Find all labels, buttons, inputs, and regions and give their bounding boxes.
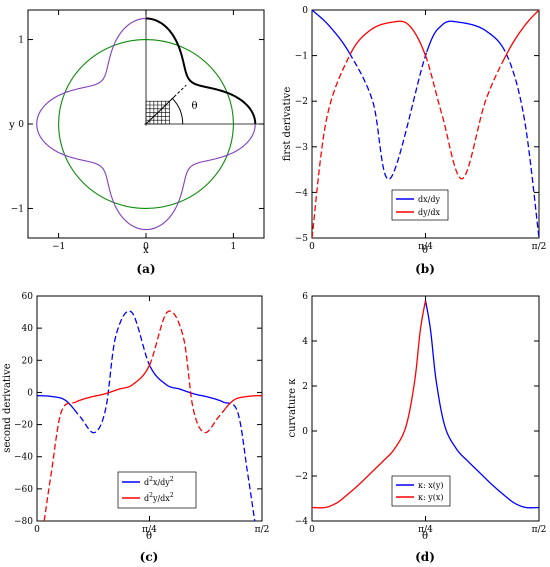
tick-group-b: 0 π/4 π/2 0 −1 −2 −3 −4 −5 xyxy=(295,6,547,252)
y-tick-label: −60 xyxy=(14,485,33,495)
x-tick-label: 0 xyxy=(309,242,315,252)
series-line-2-solid xyxy=(312,300,427,509)
series-line-1-solid xyxy=(312,10,351,54)
series-b xyxy=(312,10,539,238)
series-line-2-solid xyxy=(224,394,262,410)
xlabel-c: θ xyxy=(146,531,152,542)
series-d xyxy=(312,300,539,509)
series-line-2-solid xyxy=(501,10,539,64)
x-tick-label: 0 xyxy=(34,525,40,535)
angle-ray xyxy=(145,96,175,125)
y-tick-label: −4 xyxy=(295,517,309,527)
panel-label-b: (b) xyxy=(415,262,435,276)
ylabel-a: y xyxy=(8,120,15,131)
tick-group-c: 0 π/4 π/2 60 40 20 0 −20 −40 −60 −80 xyxy=(14,292,269,535)
x-tick-label: 1 xyxy=(231,242,237,252)
panel-d: 0 π/4 π/2 6 4 2 0 −2 −4 θ curvature κ (d) κ: x(y… xyxy=(287,292,546,564)
grid-box xyxy=(145,100,170,125)
tick-group-a: −1 0 1 −1 0 1 xyxy=(11,10,264,252)
series-c xyxy=(37,310,262,521)
series-line-2-dashed xyxy=(424,55,503,180)
x-tick-label: π/2 xyxy=(532,525,547,535)
x-tick-label: π/2 xyxy=(255,525,270,535)
series-line-2-dashed xyxy=(43,401,76,521)
panel-b: 0 π/4 π/2 0 −1 −2 −3 −4 −5 θ first derivative (b… xyxy=(282,6,546,276)
legend-c-entry-2: d2y/dx2 xyxy=(144,492,174,503)
y-tick-label: 20 xyxy=(22,356,34,366)
y-tick-label: −80 xyxy=(14,517,33,527)
series-line-1-dashed xyxy=(224,401,256,521)
unit-circle xyxy=(58,39,234,209)
x-tick-label: π/4 xyxy=(142,525,157,535)
series-line-2-solid xyxy=(74,364,151,403)
y-tick-label: 0 xyxy=(27,388,33,398)
ylabel-c: second derivative xyxy=(2,363,13,452)
y-tick-label: 4 xyxy=(302,337,308,347)
x-tick-label: 0 xyxy=(309,525,315,535)
xlabel-b: θ xyxy=(422,245,428,256)
y-tick-label: −2 xyxy=(295,472,308,482)
xlabel-d: θ xyxy=(422,531,428,542)
x-tick-label: π/4 xyxy=(418,525,433,535)
legend-c-entry-1: d2x/dy2 xyxy=(144,476,174,487)
panel-label-a: (a) xyxy=(136,262,155,276)
y-tick-label: 0 xyxy=(18,120,24,130)
series-line-1-solid xyxy=(37,394,75,410)
y-tick-label: 40 xyxy=(22,324,34,334)
shapes-a: θ xyxy=(36,10,264,231)
series-line-2-dashed xyxy=(312,53,352,238)
panel-a: −1 0 1 −1 0 1 θ x y (a) xyxy=(8,9,265,276)
y-tick-label: −5 xyxy=(295,234,309,244)
legend-b-entry-1: dx/dy xyxy=(418,195,440,204)
x-tick-label: 0 xyxy=(143,242,149,252)
series-line-1-dashed xyxy=(73,310,151,434)
panel-c: 0 π/4 π/2 60 40 20 0 −20 −40 −60 −80 θ second deri… xyxy=(2,292,269,564)
y-tick-label: −4 xyxy=(295,188,309,198)
angle-arc xyxy=(171,97,184,125)
xlabel-a: x xyxy=(143,245,149,256)
legend-b-entry-2: dy/dx xyxy=(418,208,440,217)
y-tick-label: 2 xyxy=(302,382,308,392)
y-tick-label: −1 xyxy=(11,204,24,214)
series-line-1-dashed xyxy=(501,45,539,238)
legend-d-entry-2: κ: y(x) xyxy=(418,493,444,502)
x-tick-label: π/2 xyxy=(532,242,547,252)
legend-d: κ: x(y) κ: y(x) xyxy=(391,475,451,507)
legend-d-entry-1: κ: x(y) xyxy=(418,481,444,490)
y-tick-label: 60 xyxy=(22,292,34,302)
y-tick-label: 0 xyxy=(302,6,308,16)
y-tick-label: −1 xyxy=(295,52,308,62)
series-line-2-solid xyxy=(350,20,427,56)
series-line-1-solid xyxy=(424,300,539,509)
y-tick-label: −3 xyxy=(295,143,309,153)
panel-label-c: (c) xyxy=(140,550,159,564)
angle-ray-dashed xyxy=(173,84,187,98)
series-line-2-dashed xyxy=(148,310,226,434)
y-tick-label: −2 xyxy=(295,97,308,107)
y-tick-label: −20 xyxy=(14,421,33,431)
ylabel-b: first derivative xyxy=(282,87,293,162)
ylabel-d: curvature κ xyxy=(287,378,298,438)
y-tick-label: 0 xyxy=(302,427,308,437)
y-tick-label: −40 xyxy=(14,453,33,463)
y-tick-label: 6 xyxy=(302,292,308,302)
legend-c: d2x/dy2 d2y/dx2 xyxy=(117,471,197,509)
x-tick-label: −1 xyxy=(52,242,65,252)
series-line-1-dashed xyxy=(349,51,428,181)
series-line-1-solid xyxy=(149,366,225,404)
highlighted-arc xyxy=(145,17,257,125)
theta-label: θ xyxy=(191,101,197,112)
panel-label-d: (d) xyxy=(415,550,435,564)
y-tick-label: 1 xyxy=(18,36,24,46)
tick-group-d: 0 π/4 π/2 6 4 2 0 −2 −4 xyxy=(295,292,547,535)
legend-b: dx/dy dy/dx xyxy=(391,189,449,221)
x-tick-label: π/4 xyxy=(418,242,433,252)
series-line-1-solid xyxy=(426,20,503,53)
